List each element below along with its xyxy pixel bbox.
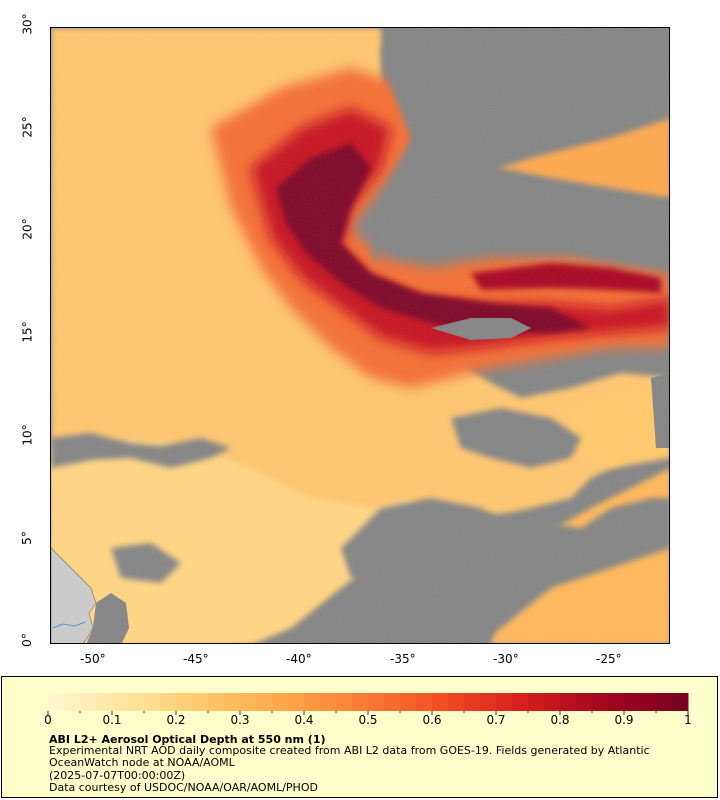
colorbar-label-5: 0.5 xyxy=(358,713,378,727)
lat-tick-10: 10° xyxy=(20,424,35,446)
colorbar-label-6: 0.6 xyxy=(422,713,442,727)
colorbar-step xyxy=(640,693,657,711)
colorbar-label-9: 0.9 xyxy=(614,713,634,727)
lat-tick-30: 30° xyxy=(20,13,35,35)
colorbar-step xyxy=(336,693,353,711)
colorbar-step xyxy=(224,693,241,711)
colorbar-step xyxy=(144,693,161,711)
colorbar-step xyxy=(608,693,625,711)
colorbar-step xyxy=(416,693,433,711)
colorbar xyxy=(47,693,689,715)
colorbar-step xyxy=(432,693,449,711)
lon-tick-minus30: -30° xyxy=(493,652,519,666)
legend-panel: 0 0.1 0.2 0.3 0.4 0.5 0.6 0.7 0.8 0.9 1 … xyxy=(1,676,718,798)
colorbar-step xyxy=(672,693,689,711)
texture-overlay xyxy=(51,28,669,643)
colorbar-step xyxy=(592,693,609,711)
aod-map-canvas xyxy=(51,28,669,643)
colorbar-step xyxy=(304,693,321,711)
colorbar-step xyxy=(528,693,545,711)
colorbar-step xyxy=(80,693,97,711)
colorbar-label-0: 0 xyxy=(44,713,52,727)
legend-description: Experimental NRT AOD daily composite cre… xyxy=(49,744,650,769)
colorbar-step xyxy=(544,693,561,711)
colorbar-label-2: 0.2 xyxy=(166,713,186,727)
lat-tick-5: 5° xyxy=(19,531,34,545)
colorbar-step xyxy=(272,693,289,711)
colorbar-step xyxy=(192,693,209,711)
legend-timestamp: (2025-07-07T00:00:00Z) xyxy=(49,769,186,782)
lon-tick-minus35: -35° xyxy=(390,652,416,666)
colorbar-step xyxy=(384,693,401,711)
colorbar-step xyxy=(176,693,193,711)
colorbar-label-3: 0.3 xyxy=(230,713,250,727)
colorbar-label-7: 0.7 xyxy=(486,713,506,727)
colorbar-step xyxy=(240,693,257,711)
colorbar-step xyxy=(320,693,337,711)
colorbar-label-8: 0.8 xyxy=(550,713,570,727)
lon-tick-minus50: -50° xyxy=(80,652,106,666)
colorbar-step xyxy=(112,693,129,711)
legend-title: ABI L2+ Aerosol Optical Depth at 550 nm … xyxy=(49,733,326,746)
colorbar-step xyxy=(512,693,529,711)
lon-tick-minus45: -45° xyxy=(183,652,209,666)
colorbar-step xyxy=(128,693,145,711)
colorbar-step xyxy=(400,693,417,711)
colorbar-step xyxy=(160,693,177,711)
legend-credit: Data courtesy of USDOC/NOAA/OAR/AOML/PHO… xyxy=(49,781,318,794)
colorbar-label-10: 1 xyxy=(684,713,692,727)
colorbar-step xyxy=(208,693,225,711)
colorbar-step xyxy=(64,693,81,711)
colorbar-step xyxy=(368,693,385,711)
colorbar-step xyxy=(352,693,369,711)
colorbar-step xyxy=(448,693,465,711)
colorbar-step xyxy=(624,693,641,711)
lon-tick-minus40: -40° xyxy=(286,652,312,666)
colorbar-step xyxy=(288,693,305,711)
colorbar-step xyxy=(496,693,513,711)
colorbar-label-1: 0.1 xyxy=(102,713,122,727)
lat-tick-0: 0° xyxy=(19,633,34,647)
lat-tick-25: 25° xyxy=(20,116,35,138)
lat-tick-15: 15° xyxy=(20,321,35,343)
colorbar-step xyxy=(256,693,273,711)
colorbar-step xyxy=(464,693,481,711)
lon-tick-minus25: -25° xyxy=(596,652,622,666)
colorbar-label-4: 0.4 xyxy=(294,713,314,727)
colorbar-step xyxy=(656,693,673,711)
aod-map[interactable] xyxy=(50,27,670,644)
colorbar-step xyxy=(48,693,65,711)
colorbar-step xyxy=(576,693,593,711)
colorbar-step xyxy=(480,693,497,711)
colorbar-step xyxy=(560,693,577,711)
lat-tick-20: 20° xyxy=(20,218,35,240)
colorbar-step xyxy=(96,693,113,711)
